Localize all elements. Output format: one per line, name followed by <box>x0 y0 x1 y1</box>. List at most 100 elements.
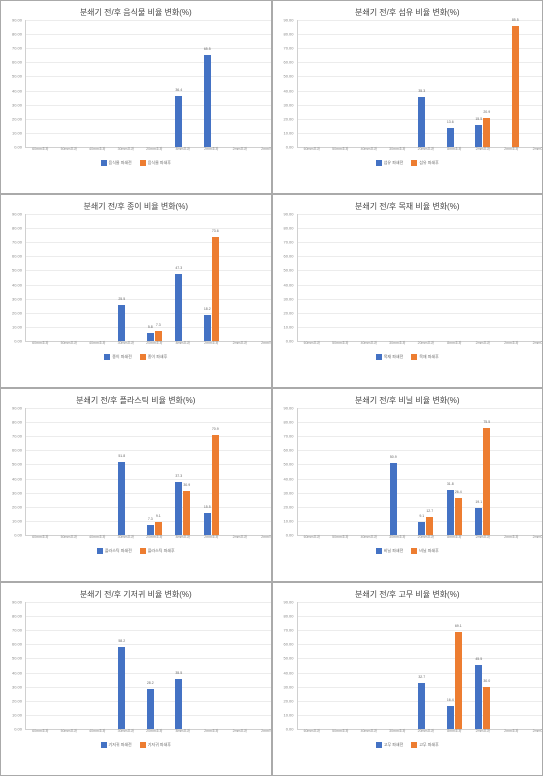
y-tick: 40.00 <box>283 282 293 287</box>
legend: 플라스틱 파쇄전플라스틱 파쇄후 <box>7 548 265 554</box>
y-tick: 50.00 <box>12 462 22 467</box>
bar-value-label: 70.9 <box>212 427 219 431</box>
y-tick: 0.00 <box>286 145 294 150</box>
legend-swatch <box>101 742 107 748</box>
bar-series2: 20.9 <box>483 118 490 147</box>
y-tick: 20.00 <box>283 310 293 315</box>
y-tick: 20.00 <box>283 116 293 121</box>
legend-label: 종이 파쇄후 <box>148 354 168 360</box>
x-tick: 40mm초과 <box>355 341 384 351</box>
bar-group: 47.3 <box>169 214 198 341</box>
chart-title: 분쇄기 전/후 음식물 비율 변화(%) <box>7 7 265 18</box>
x-axis: 60mm초과50mm초과40mm초과30mm초과20mm초과8mm초과2mm초과… <box>298 729 543 739</box>
legend-label: 고무 파쇄전 <box>384 742 404 748</box>
bar-group <box>83 214 112 341</box>
legend-swatch <box>376 742 382 748</box>
x-tick: 60mm초과 <box>26 729 55 739</box>
y-tick: 40.00 <box>283 670 293 675</box>
y-tick: 80.00 <box>12 32 22 37</box>
x-tick: 8mm초과 <box>169 535 198 545</box>
y-tick: 50.00 <box>283 268 293 273</box>
x-tick: 50mm초과 <box>55 729 84 739</box>
legend-item: 고무 파쇄후 <box>411 742 439 748</box>
y-tick: 60.00 <box>283 60 293 65</box>
y-tick: 80.00 <box>283 226 293 231</box>
y-tick: 20.00 <box>12 504 22 509</box>
bar-value-label: 15.5 <box>204 505 211 509</box>
bar-value-label: 13.6 <box>447 120 454 124</box>
x-tick: 30mm초과 <box>112 147 141 157</box>
bar-group: 25.5 <box>112 214 141 341</box>
x-tick: 20mm초과 <box>140 729 169 739</box>
legend-swatch <box>411 354 417 360</box>
bar-group <box>140 20 169 147</box>
bar-value-label: 9.1 <box>156 514 161 518</box>
y-tick: 60.00 <box>12 60 22 65</box>
bars-container: 58.228.235.5 <box>26 602 272 729</box>
bar-group <box>440 214 469 341</box>
bar-group: 31.826.4 <box>440 408 469 535</box>
bar-group <box>26 20 55 147</box>
y-tick: 10.00 <box>283 712 293 717</box>
x-tick: 30mm초과 <box>383 341 412 351</box>
legend-swatch <box>140 160 146 166</box>
bar-series1: 19.1 <box>475 508 482 535</box>
chart-cell-6: 분쇄기 전/후 기저귀 비율 변화(%)0.0010.0020.0030.004… <box>0 582 272 776</box>
legend-item: 플라스틱 파쇄전 <box>97 548 132 554</box>
bar-group: 45.530.0 <box>469 602 498 729</box>
bar-group <box>55 602 84 729</box>
x-tick: 50mm초과 <box>326 147 355 157</box>
y-tick: 90.00 <box>12 406 22 411</box>
bar-value-label: 12.7 <box>426 509 433 513</box>
bar-series2: 70.9 <box>212 435 219 535</box>
x-axis: 60mm초과50mm초과40mm초과30mm초과20mm초과8mm초과2mm초과… <box>26 147 272 157</box>
bar-series1: 7.3 <box>147 525 154 535</box>
bar-group <box>83 20 112 147</box>
bar-series2: 75.5 <box>483 428 490 535</box>
bar-group: 35.3 <box>412 20 441 147</box>
x-tick: 30mm초과 <box>383 535 412 545</box>
bar-group <box>355 602 384 729</box>
bar-group <box>326 20 355 147</box>
bar-group <box>326 408 355 535</box>
bar-group: 51.8 <box>112 408 141 535</box>
y-tick: 40.00 <box>12 88 22 93</box>
bar-group <box>55 408 84 535</box>
bar-series1: 16.4 <box>447 706 454 729</box>
y-tick: 20.00 <box>283 504 293 509</box>
legend-label: 섬유 파쇄후 <box>419 160 439 166</box>
bar-group <box>383 602 412 729</box>
bar-value-label: 7.3 <box>156 323 161 327</box>
bar-series1: 18.2 <box>204 315 211 341</box>
x-tick: 2mm이하 <box>254 535 272 545</box>
y-tick: 60.00 <box>283 254 293 259</box>
y-tick: 90.00 <box>12 600 22 605</box>
bar-group: 28.2 <box>140 602 169 729</box>
y-axis: 0.0010.0020.0030.0040.0050.0060.0070.008… <box>8 214 24 341</box>
legend: 종이 파쇄전종이 파쇄후 <box>7 354 265 360</box>
bar-value-label: 18.2 <box>204 307 211 311</box>
y-tick: 40.00 <box>12 282 22 287</box>
y-tick: 20.00 <box>12 698 22 703</box>
x-tick: 8mm초과 <box>169 341 198 351</box>
legend-swatch <box>140 354 146 360</box>
legend-label: 기저귀 파쇄후 <box>148 742 171 748</box>
y-tick: 20.00 <box>12 310 22 315</box>
bar-series1: 28.2 <box>147 689 154 729</box>
bar-group <box>298 602 327 729</box>
y-tick: 10.00 <box>12 130 22 135</box>
bar-value-label: 85.5 <box>512 18 519 22</box>
y-tick: 80.00 <box>12 420 22 425</box>
bar-group: 9.112.7 <box>412 408 441 535</box>
y-tick: 10.00 <box>12 324 22 329</box>
legend-label: 음식물 파쇄후 <box>148 160 171 166</box>
x-tick: 2mm초과 <box>497 147 526 157</box>
y-tick: 50.00 <box>12 268 22 273</box>
legend-swatch <box>140 548 146 554</box>
bar-group <box>26 214 55 341</box>
bar-series2: 69.1 <box>455 632 462 730</box>
x-axis: 60mm초과50mm초과40mm초과30mm초과20mm초과8mm초과2mm초과… <box>26 535 272 545</box>
x-tick: 40mm초과 <box>355 729 384 739</box>
bar-series2: 26.4 <box>455 498 462 535</box>
plot-area: 0.0010.0020.0030.0040.0050.0060.0070.008… <box>25 20 272 148</box>
